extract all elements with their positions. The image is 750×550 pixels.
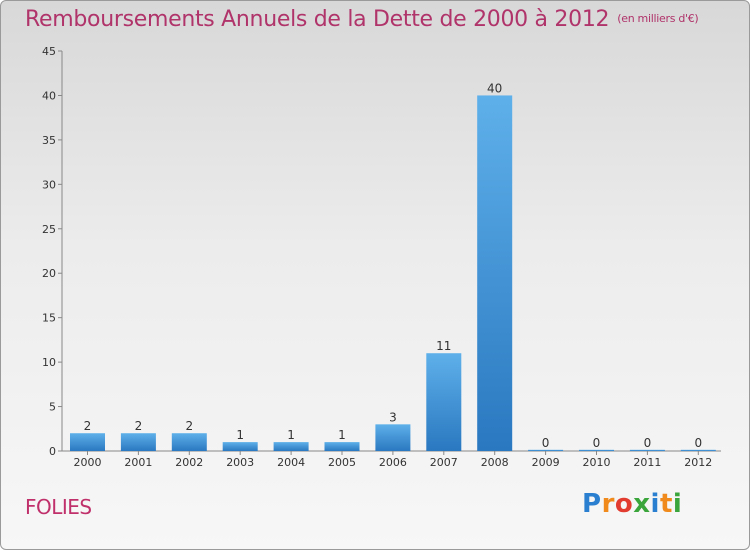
bar-value-label: 2 [135,419,143,433]
y-tick-label: 30 [42,178,56,191]
y-tick-label: 25 [42,223,56,236]
logo-letter: o [614,489,634,519]
logo-letter: r [601,489,615,519]
bar-value-label: 0 [694,436,702,450]
y-tick-label: 0 [49,445,56,458]
logo-letter: i [650,489,660,519]
y-tick-label: 20 [42,267,56,280]
chart-title-text: Remboursements Annuels de la Dette de 20… [25,7,610,32]
bar-value-label: 0 [644,436,652,450]
logo-letter: t [659,489,673,519]
y-tick-label: 45 [42,45,56,58]
y-tick-label: 40 [42,89,56,102]
bar-2007 [426,353,462,451]
bar-value-label: 11 [436,339,451,353]
x-tick-label: 2004 [277,456,305,469]
y-tick-label: 15 [42,312,56,325]
logo-letter: P [582,489,602,519]
bar-2012 [680,449,716,451]
bar-2000 [70,433,105,451]
y-tick-label: 5 [49,401,56,414]
x-tick-label: 2007 [430,456,458,469]
bar-value-label: 0 [593,436,601,450]
bar-2011 [629,449,665,451]
x-tick-label: 2005 [328,456,356,469]
bar-2004 [273,442,309,451]
bar-value-label: 2 [84,419,92,433]
commune-name: FOLIES [25,495,92,519]
x-tick-label: 2002 [175,456,203,469]
bar-2001 [120,433,156,451]
bar-2006 [375,424,411,451]
bar-2005 [324,442,360,451]
bar-value-label: 0 [542,436,550,450]
logo-letter: x [633,489,651,519]
bar-value-label: 3 [389,410,397,424]
bar-2009 [528,449,564,451]
x-tick-label: 2011 [633,456,661,469]
x-tick-label: 2009 [532,456,560,469]
bar-2002 [171,433,207,451]
bar-value-label: 1 [338,428,346,442]
x-tick-label: 2003 [226,456,254,469]
x-tick-label: 2001 [124,456,152,469]
bar-value-label: 1 [287,428,295,442]
y-tick-label: 10 [42,356,56,369]
x-tick-label: 2010 [583,456,611,469]
chart-unit: (en milliers d'€) [617,12,699,25]
y-tick-label: 35 [42,134,56,147]
logo-letter: i [672,489,683,519]
bar-value-label: 40 [487,81,502,95]
bar-2003 [222,442,258,451]
bar-value-label: 2 [185,419,193,433]
bar-value-label: 1 [236,428,244,442]
x-tick-label: 2006 [379,456,407,469]
chart-title: Remboursements Annuels de la Dette de 20… [25,7,699,32]
x-tick-label: 2012 [684,456,712,469]
x-tick-label: 2000 [74,456,102,469]
proxiti-logo: Proxiti [582,489,682,519]
x-tick-label: 2008 [481,456,509,469]
bar-2010 [579,449,614,451]
bar-2008 [477,95,513,451]
